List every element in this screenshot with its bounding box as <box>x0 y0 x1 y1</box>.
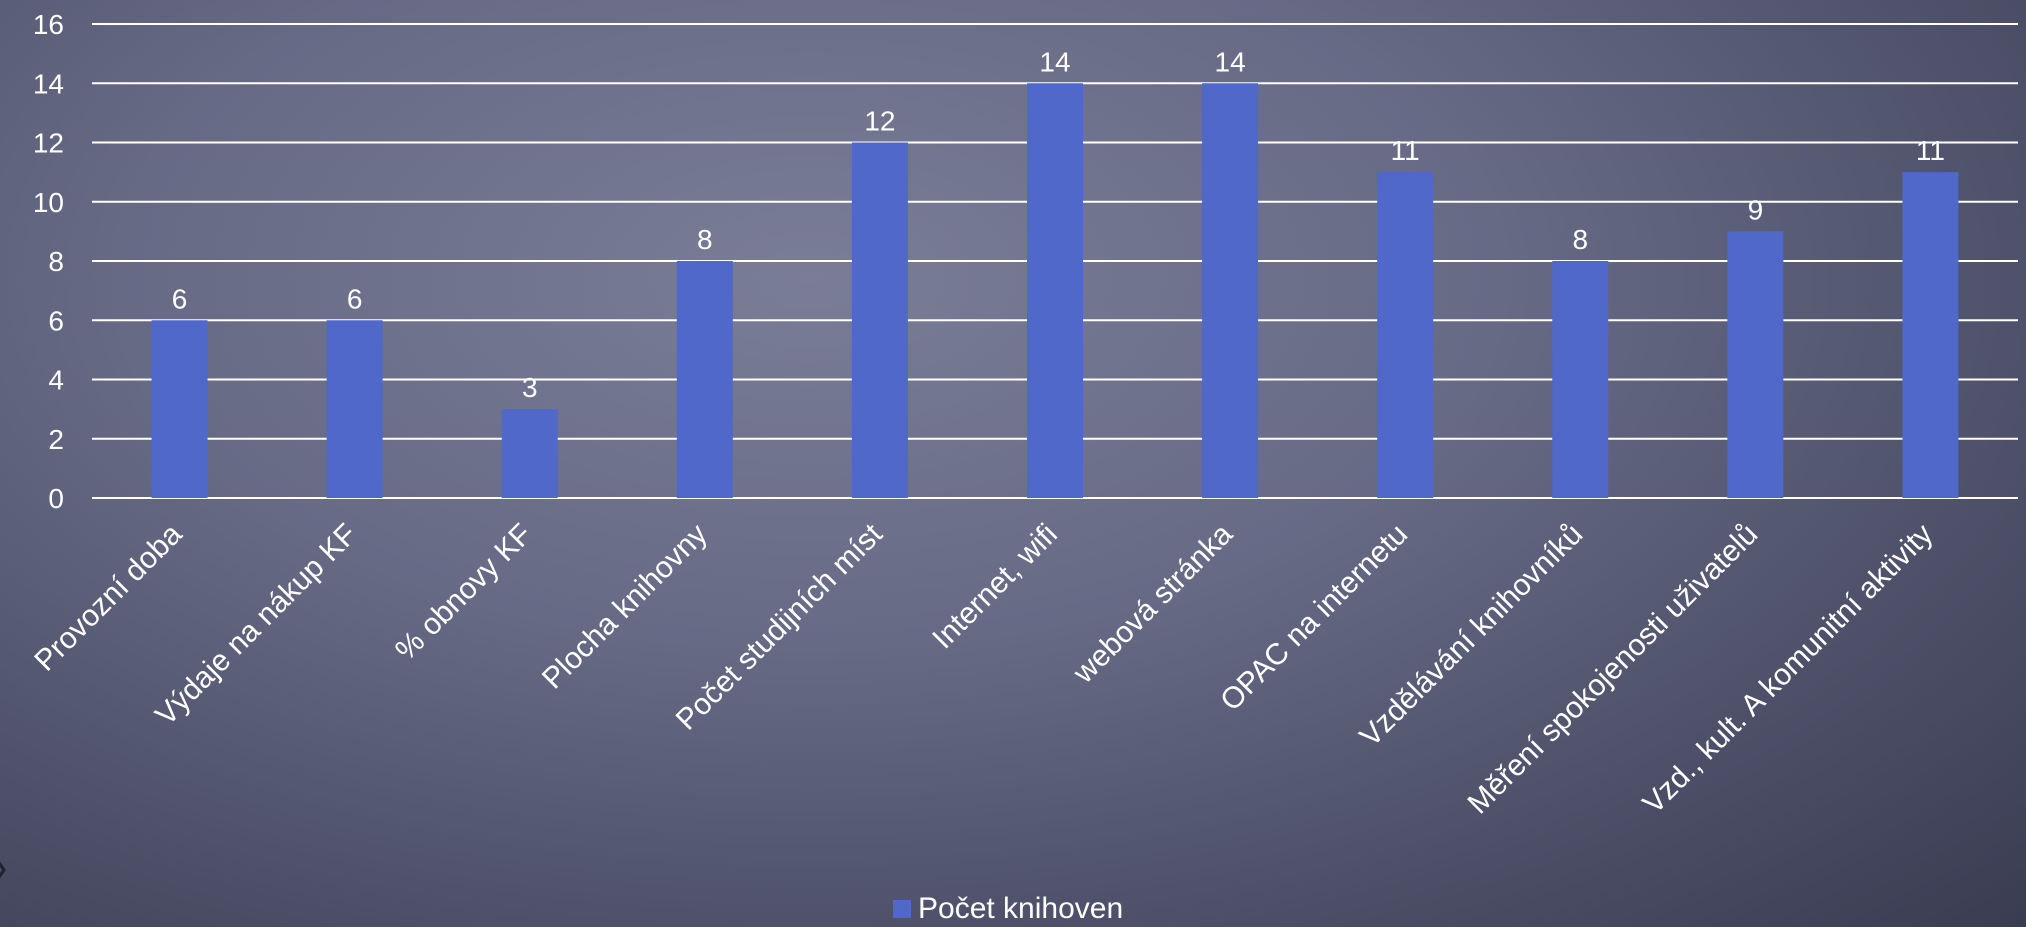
x-tick-label: Plocha knihovny <box>536 518 714 696</box>
x-tick-label: Internet, wifi <box>926 518 1064 656</box>
x-tick-label: webová stránka <box>1066 517 1239 690</box>
bar <box>326 320 383 498</box>
bar <box>1902 172 1959 498</box>
bar <box>1027 83 1083 498</box>
y-tick-label: 14 <box>33 68 64 99</box>
x-tick-label: OPAC na internetu <box>1214 518 1414 718</box>
legend-label: Počet knihoven <box>918 892 1123 925</box>
bar <box>676 261 733 498</box>
data-label: 12 <box>864 106 895 137</box>
data-label: 14 <box>1039 46 1070 77</box>
bar <box>1202 83 1259 498</box>
y-tick-label: 12 <box>33 128 64 159</box>
bars <box>151 83 1959 498</box>
y-axis-ticks: 0 2 4 6 8 10 12 14 16 <box>33 9 64 514</box>
y-tick-label: 4 <box>48 365 64 396</box>
bar <box>1377 172 1434 498</box>
data-label: 3 <box>522 372 538 403</box>
data-labels: 6 6 3 8 12 14 14 11 8 9 11 <box>172 46 1945 403</box>
corner-decoration <box>0 861 6 879</box>
y-tick-label: 2 <box>48 424 64 455</box>
y-tick-label: 0 <box>48 483 64 514</box>
data-label: 6 <box>172 283 188 314</box>
x-tick-label: Výdaje na nákup KF <box>149 518 363 732</box>
y-tick-label: 10 <box>33 187 64 218</box>
data-label: 6 <box>347 283 363 314</box>
x-tick-label: Vzd., kult. A komunitní aktivity <box>1637 518 1940 821</box>
x-tick-label: % obnovy KF <box>389 518 538 667</box>
legend-swatch <box>893 900 911 918</box>
bar <box>1727 231 1784 498</box>
data-label: 9 <box>1748 194 1764 225</box>
data-label: 8 <box>1572 224 1588 255</box>
y-tick-label: 6 <box>48 305 64 336</box>
bar <box>851 142 908 498</box>
bar <box>1552 261 1609 498</box>
x-tick-label: Provozní doba <box>28 517 188 677</box>
y-tick-label: 16 <box>33 9 64 40</box>
data-label: 11 <box>1391 135 1420 166</box>
bar <box>151 320 208 498</box>
data-label: 11 <box>1916 135 1945 166</box>
data-label: 14 <box>1215 46 1246 77</box>
legend: Počet knihoven <box>893 892 1123 925</box>
bar <box>501 409 558 498</box>
y-tick-label: 8 <box>48 246 64 277</box>
data-label: 8 <box>697 224 713 255</box>
x-tick-label: Měření spokojenosti uživatelů <box>1462 518 1765 821</box>
